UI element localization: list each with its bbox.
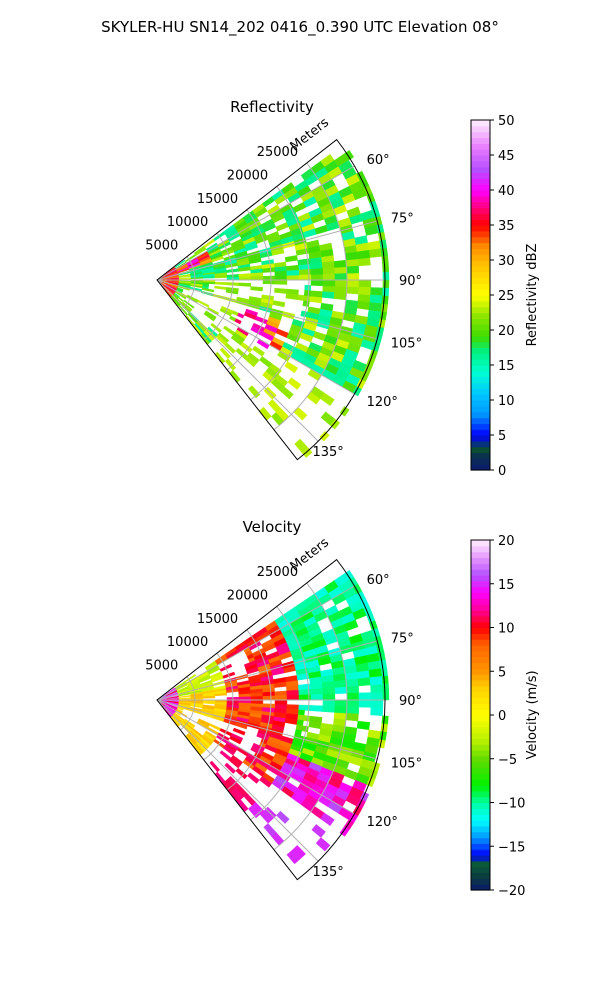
radar-field: [159, 149, 390, 459]
range-ring: [250, 186, 310, 401]
colorbar: −20 −15 −10 −5 0 5 10 15 20 Velocity (m/s): [470, 534, 540, 899]
range-ring: [180, 256, 196, 311]
radial-tick-label: 5000: [145, 659, 178, 674]
angular-tick-label: 135°: [312, 445, 343, 460]
radial-tick-label: 25000: [257, 145, 298, 160]
azimuth-spoke: [156, 585, 355, 701]
colorbar-tick-label: −10: [498, 797, 525, 812]
angular-tick-label: 105°: [391, 337, 422, 352]
sector-frame: [156, 138, 386, 461]
colorbar-tick-label: −15: [498, 840, 525, 855]
colorbar-tick-label: 45: [498, 149, 515, 164]
radial-tick-label: 15000: [197, 612, 238, 627]
azimuth-spoke: [156, 640, 378, 701]
panel-title: Velocity: [243, 518, 302, 536]
angular-tick-label: 75°: [391, 631, 414, 646]
colorbar-tick-label: 10: [498, 394, 515, 409]
figure-suptitle: SKYLER-HU SN14_202 0416_0.390 UTC Elevat…: [101, 18, 499, 37]
colorbar-tick-label: 50: [498, 114, 515, 129]
radial-tick-label: 15000: [197, 192, 238, 207]
azimuth-spoke: [156, 165, 355, 281]
radial-tick-label: 20000: [227, 168, 268, 183]
colorbar-tick-label: 10: [498, 622, 515, 637]
polar-grid: [156, 162, 385, 442]
colorbar-tick-label: 30: [498, 254, 515, 269]
colorbar-tick-label: 40: [498, 184, 515, 199]
colorbar-tick-label: −5: [498, 753, 517, 768]
range-ring: [226, 629, 272, 791]
range-ring: [226, 209, 272, 371]
colorbar-tick-label: 35: [498, 219, 515, 234]
colorbar-tick-label: 5: [498, 429, 506, 444]
colorbar-tick-label: 0: [498, 464, 506, 479]
range-ring: [273, 162, 348, 431]
azimuth-spoke: [156, 279, 378, 340]
radial-tick-label: 10000: [167, 635, 208, 650]
radial-tick-label: 10000: [167, 215, 208, 230]
angular-tick-label: 105°: [391, 757, 422, 772]
radar-field: [159, 569, 390, 865]
azimuth-spoke: [156, 279, 355, 395]
range-ring: [203, 652, 234, 761]
colorbar-tick-label: 25: [498, 289, 515, 304]
angular-tick-label: 90°: [399, 694, 422, 709]
radial-tick-label: 5000: [145, 239, 178, 254]
azimuth-spoke: [156, 699, 319, 862]
range-ring: [203, 232, 234, 341]
colorbar-tick-label: 20: [498, 324, 515, 339]
radial-tick-label: 20000: [227, 588, 268, 603]
radial-tick-label: 25000: [257, 565, 298, 580]
polar-grid: [156, 582, 385, 862]
range-ring: [273, 582, 348, 851]
chart-panel-velocity: Velocity500010000150002000025000Meters60…: [145, 518, 540, 899]
azimuth-spoke: [156, 699, 378, 760]
range-ring: [180, 676, 196, 731]
colorbar-tick-label: 15: [498, 359, 515, 374]
angular-tick-label: 90°: [399, 274, 422, 289]
colorbar-tick-label: 20: [498, 534, 515, 549]
sector-frame: [156, 558, 386, 881]
panel-title: Reflectivity: [230, 98, 314, 116]
angular-tick-label: 75°: [391, 211, 414, 226]
azimuth-spoke: [156, 699, 355, 815]
range-ring: [250, 606, 310, 821]
chart-panel-reflectivity: Reflectivity500010000150002000025000Mete…: [145, 98, 540, 479]
azimuth-spoke: [156, 220, 378, 281]
colorbar-label: Reflectivity dBZ: [525, 244, 540, 347]
colorbar-label: Velocity (m/s): [525, 670, 540, 759]
colorbar-tick-label: 15: [498, 578, 515, 593]
colorbar-tick-label: 0: [498, 709, 506, 724]
angular-tick-label: 120°: [367, 815, 398, 830]
colorbar: 0 5 10 15 20 25 30 35 40 45 50 Reflectivity dBZ: [470, 114, 540, 479]
azimuth-spoke: [156, 279, 319, 442]
colorbar-tick-label: −20: [498, 884, 525, 899]
angular-tick-label: 135°: [312, 865, 343, 880]
colorbar-tick-label: 5: [498, 665, 506, 680]
angular-tick-label: 60°: [367, 153, 390, 168]
angular-tick-label: 60°: [367, 573, 390, 588]
angular-tick-label: 120°: [367, 395, 398, 410]
